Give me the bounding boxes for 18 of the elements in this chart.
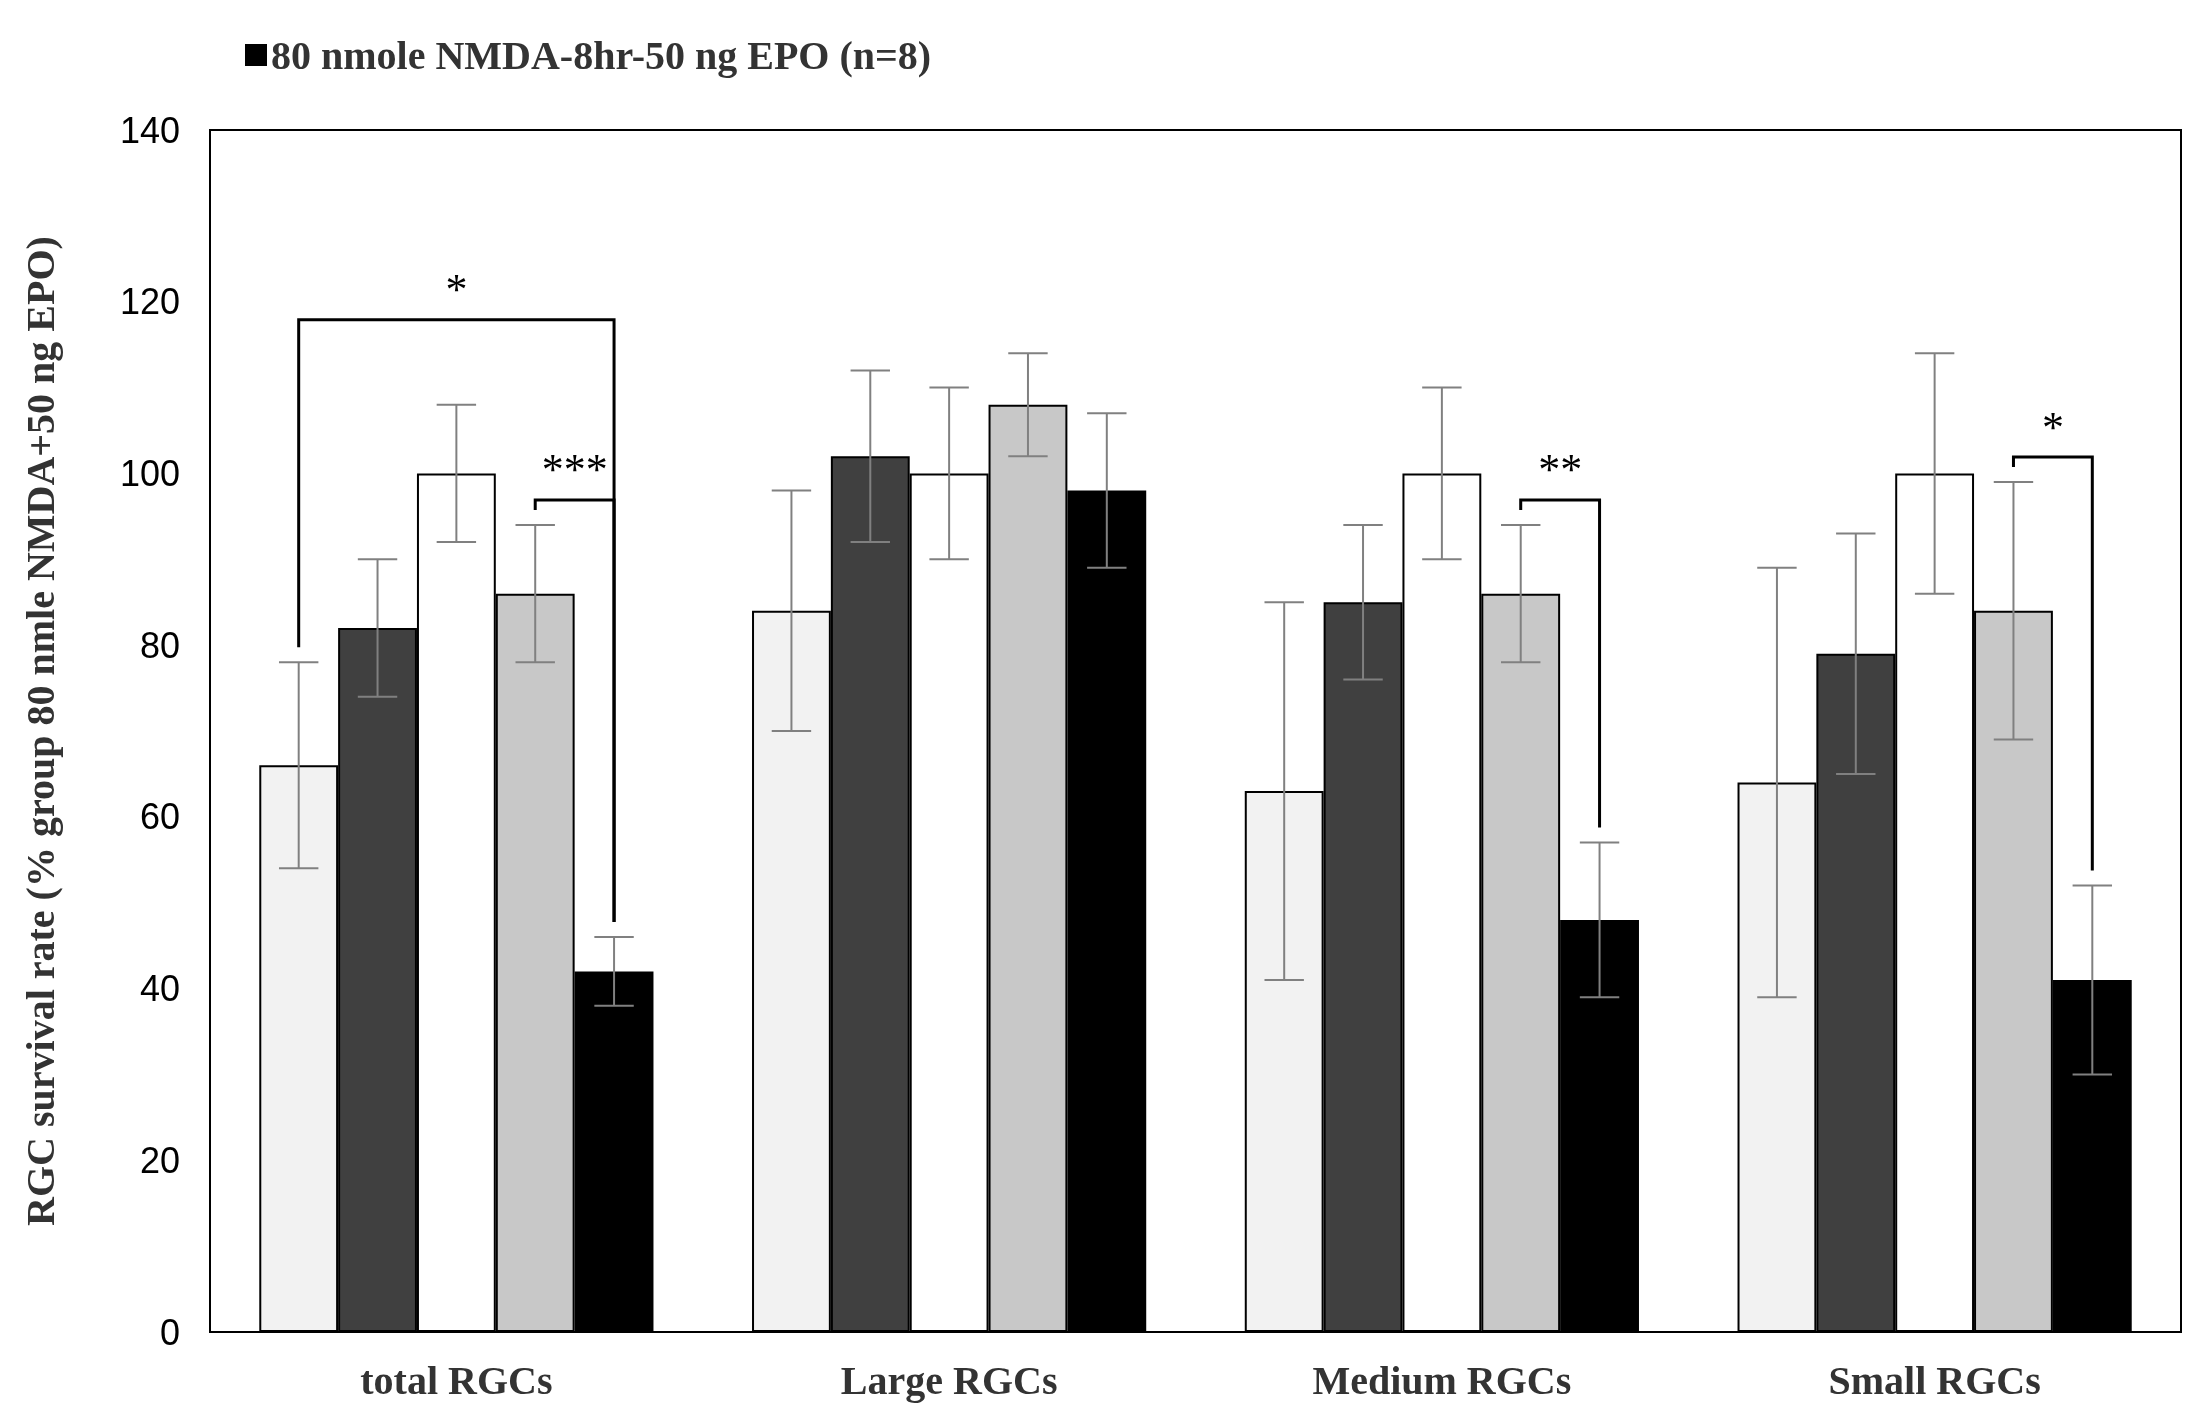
- y-tick-label: 20: [139, 1139, 180, 1181]
- legend-label: 80 nmole NMDA-8hr-50 ng EPO (n=8): [271, 32, 932, 78]
- y-axis-title: RGC survival rate (% group 80 nmle NMDA+50 ng EPO): [17, 236, 63, 1226]
- y-tick-label: 40: [139, 968, 180, 1010]
- x-tick-label: Small RGCs: [1828, 1357, 2041, 1403]
- x-tick-label: Medium RGCs: [1312, 1357, 1572, 1403]
- annotation: **: [1538, 445, 1583, 495]
- y-tick-label: 140: [119, 109, 180, 151]
- annotation: *: [2041, 402, 2064, 452]
- annotation: *: [445, 265, 468, 315]
- y-tick-label: 60: [139, 796, 180, 838]
- y-tick-label: 120: [119, 281, 180, 323]
- x-tick-label: total RGCs: [360, 1357, 553, 1403]
- annotation: ***: [541, 445, 608, 495]
- y-tick-label: 80: [139, 624, 180, 666]
- x-tick-label: Large RGCs: [840, 1357, 1058, 1403]
- y-tick-label: 0: [159, 1311, 180, 1353]
- y-tick-label: 100: [119, 452, 180, 494]
